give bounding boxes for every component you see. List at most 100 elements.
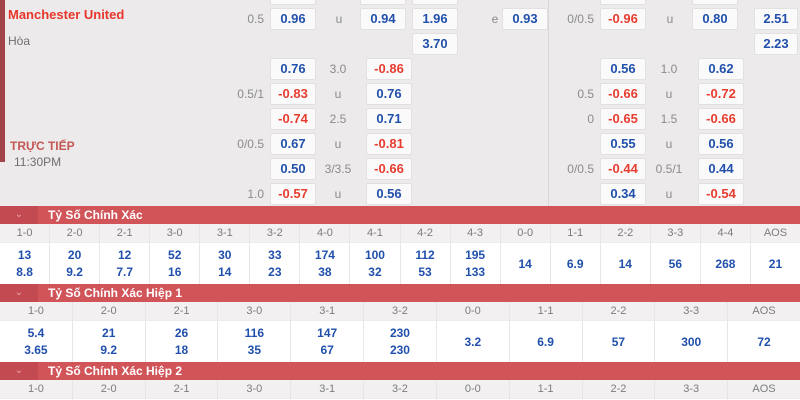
section-header[interactable]: ⌄ Tỷ Số Chính Xác xyxy=(0,206,800,224)
handicap-odds-button[interactable]: -0.74 xyxy=(270,108,316,130)
handicap-odds-button[interactable]: -0.57 xyxy=(270,183,316,205)
total-odds-button[interactable]: 0.44 xyxy=(698,158,744,180)
draw-moneyline-button[interactable]: 3.70 xyxy=(412,33,458,55)
home-score-odds[interactable]: 14 xyxy=(618,256,632,271)
home-score-odds[interactable]: 21 xyxy=(768,256,783,271)
partial-odds-box[interactable] xyxy=(360,0,406,5)
handicap-odds-button[interactable]: 0.55 xyxy=(600,133,646,155)
home-score-odds[interactable]: 33 xyxy=(268,248,282,262)
home-score-odds[interactable]: 30 xyxy=(218,248,232,262)
handicap-odds-button[interactable]: -0.44 xyxy=(600,158,646,180)
score-odds-cell[interactable]: 52 16 xyxy=(150,243,200,284)
home-score-odds[interactable]: 12 xyxy=(117,248,132,262)
total-odds-button[interactable]: -0.86 xyxy=(366,58,412,80)
draw-moneyline-button[interactable]: 2.23 xyxy=(754,33,798,55)
score-odds-cell[interactable]: 13 8.8 xyxy=(0,243,50,284)
moneyline-odds-button[interactable]: 2.51 xyxy=(754,8,798,30)
score-odds-cell[interactable]: 116 35 xyxy=(218,321,291,362)
score-odds-cell[interactable]: 72 xyxy=(728,321,800,362)
handicap-odds-button[interactable]: -0.83 xyxy=(270,83,316,105)
total-odds-button[interactable]: 0.71 xyxy=(366,108,412,130)
total-odds-button[interactable]: -0.54 xyxy=(698,183,744,205)
score-odds-cell[interactable]: 5.4 3.65 xyxy=(0,321,72,362)
home-score-odds[interactable]: 72 xyxy=(757,334,771,349)
home-score-odds[interactable]: 20 xyxy=(67,248,82,262)
handicap-odds-button[interactable]: 0.50 xyxy=(270,158,316,180)
away-score-odds[interactable]: 7.7 xyxy=(116,265,133,279)
handicap-odds-button[interactable]: -0.65 xyxy=(600,108,646,130)
score-odds-cell[interactable]: 56 xyxy=(650,243,700,284)
score-odds-cell[interactable]: 174 38 xyxy=(300,243,350,284)
handicap-odds-button[interactable]: 0.67 xyxy=(270,133,316,155)
total-odds-button[interactable]: 0.56 xyxy=(366,183,412,205)
total-odds-button[interactable]: -0.72 xyxy=(698,83,744,105)
score-odds-cell[interactable]: 3.2 xyxy=(436,321,509,362)
handicap-odds-button[interactable]: 0.34 xyxy=(600,183,646,205)
home-score-odds[interactable]: 174 xyxy=(314,248,335,262)
away-score-odds[interactable]: 3.65 xyxy=(24,343,48,357)
home-score-odds[interactable]: 300 xyxy=(681,334,702,349)
home-score-odds[interactable]: 116 xyxy=(244,326,265,340)
partial-odds-box[interactable] xyxy=(412,0,458,5)
home-score-odds[interactable]: 14 xyxy=(518,256,532,271)
score-odds-cell[interactable]: 195 133 xyxy=(450,243,500,284)
away-score-odds[interactable]: 18 xyxy=(174,343,189,357)
home-score-odds[interactable]: 52 xyxy=(168,248,182,262)
away-score-odds[interactable]: 23 xyxy=(268,265,282,279)
home-score-odds[interactable]: 13 xyxy=(17,248,32,262)
score-odds-cell[interactable]: 6.9 xyxy=(509,321,582,362)
score-odds-cell[interactable]: 300 xyxy=(655,321,728,362)
away-score-odds[interactable]: 35 xyxy=(247,343,262,357)
away-score-odds[interactable]: 67 xyxy=(320,343,334,357)
handicap-odds-button[interactable]: -0.96 xyxy=(600,8,646,30)
score-odds-cell[interactable]: 268 xyxy=(700,243,750,284)
home-score-odds[interactable]: 56 xyxy=(668,256,683,271)
handicap-odds-button[interactable]: 0.56 xyxy=(600,58,646,80)
score-odds-cell[interactable]: 57 xyxy=(582,321,655,362)
away-score-odds[interactable]: 9.2 xyxy=(66,265,83,279)
away-score-odds[interactable]: 38 xyxy=(318,265,332,279)
score-odds-cell[interactable]: 6.9 xyxy=(550,243,600,284)
home-score-odds[interactable]: 195 xyxy=(465,248,486,262)
total-odds-button[interactable]: 0.80 xyxy=(692,8,738,30)
home-score-odds[interactable]: 6.9 xyxy=(566,256,584,271)
partial-odds-box[interactable] xyxy=(600,0,646,5)
home-score-odds[interactable]: 112 xyxy=(415,248,435,262)
partial-odds-box[interactable] xyxy=(692,0,738,5)
score-odds-cell[interactable]: 14 xyxy=(500,243,550,284)
partial-odds-box[interactable] xyxy=(270,0,316,5)
score-odds-cell[interactable]: 230 230 xyxy=(364,321,436,362)
score-odds-cell[interactable]: 147 67 xyxy=(291,321,364,362)
chevron-down-icon[interactable]: ⌄ xyxy=(0,362,38,380)
chevron-down-icon[interactable]: ⌄ xyxy=(0,206,38,224)
odd-even-odds-button[interactable]: 0.93 xyxy=(502,8,548,30)
handicap-odds-button[interactable]: 0.96 xyxy=(270,8,316,30)
section-header[interactable]: ⌄ Tỷ Số Chính Xác Hiệp 2 xyxy=(0,362,800,380)
home-score-odds[interactable]: 268 xyxy=(715,256,736,271)
handicap-odds-button[interactable]: -0.66 xyxy=(600,83,646,105)
away-score-odds[interactable]: 133 xyxy=(465,265,486,279)
score-odds-cell[interactable]: 33 23 xyxy=(250,243,300,284)
score-odds-cell[interactable]: 21 9.2 xyxy=(72,321,145,362)
home-score-odds[interactable]: 6.9 xyxy=(537,334,554,349)
home-score-odds[interactable]: 230 xyxy=(389,326,410,340)
home-score-odds[interactable]: 26 xyxy=(174,326,189,340)
score-odds-cell[interactable]: 14 xyxy=(600,243,650,284)
total-odds-button[interactable]: -0.81 xyxy=(366,133,412,155)
home-score-odds[interactable]: 21 xyxy=(102,326,116,340)
total-odds-button[interactable]: 0.94 xyxy=(360,8,406,30)
home-score-odds[interactable]: 57 xyxy=(611,334,626,349)
chevron-down-icon[interactable]: ⌄ xyxy=(0,284,38,302)
score-odds-cell[interactable]: 30 14 xyxy=(200,243,250,284)
total-odds-button[interactable]: 0.62 xyxy=(698,58,744,80)
score-odds-cell[interactable]: 21 xyxy=(750,243,800,284)
score-odds-cell[interactable]: 26 18 xyxy=(145,321,218,362)
away-score-odds[interactable]: 9.2 xyxy=(100,343,118,357)
away-score-odds[interactable]: 8.8 xyxy=(16,265,33,279)
home-score-odds[interactable]: 3.2 xyxy=(464,334,482,349)
home-score-odds[interactable]: 147 xyxy=(317,326,338,340)
away-score-odds[interactable]: 16 xyxy=(168,265,182,279)
total-odds-button[interactable]: 0.56 xyxy=(698,133,744,155)
total-odds-button[interactable]: -0.66 xyxy=(698,108,744,130)
score-odds-cell[interactable]: 20 9.2 xyxy=(50,243,100,284)
